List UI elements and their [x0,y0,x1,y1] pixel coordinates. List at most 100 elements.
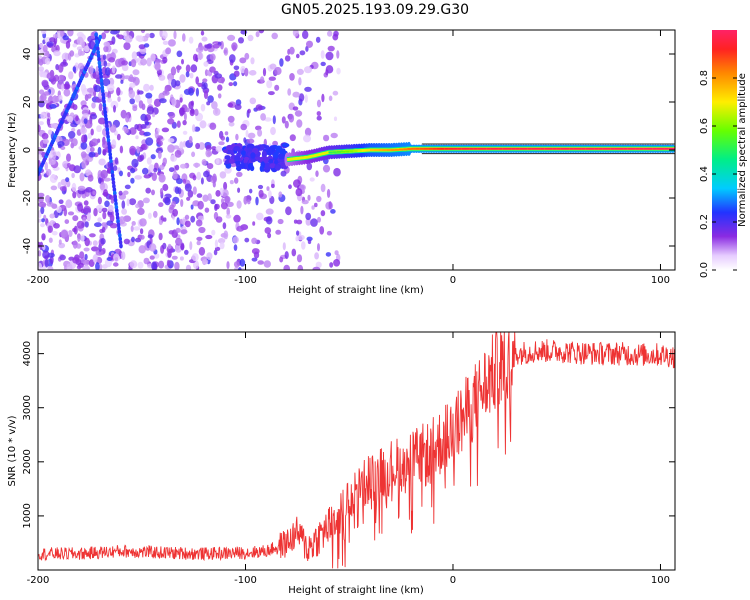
noise-blob [146,57,152,67]
noise-blob [179,74,186,83]
noise-blob [63,207,68,217]
noise-blob [164,86,168,95]
noise-blob [279,256,284,263]
signal-core [635,147,640,150]
noise-blob [264,117,272,122]
snr-plot-area [38,332,675,569]
noise-blob [145,187,151,194]
noise-blob [315,170,319,177]
noise-blob [129,98,135,105]
noise-blob [98,117,106,125]
noise-blob [76,220,85,229]
signal-core [577,147,582,150]
noise-blob [168,78,172,86]
noise-blob [72,227,77,233]
noise-blob [84,237,90,247]
noise-blob [282,242,286,251]
noise-blob [118,216,126,225]
noise-blob [90,128,94,136]
noise-blob [266,186,270,191]
noise-blob [180,163,187,169]
noise-blob [233,81,238,87]
noise-blob [114,257,118,262]
noise-blob [255,104,263,111]
signal-core [602,147,607,150]
noise-blob [134,94,141,103]
noise-blob [90,31,96,39]
noise-blob [279,58,284,67]
noise-blob [219,171,227,179]
noise-blob [135,135,139,140]
noise-blob [191,151,196,158]
noise-blob [268,190,272,199]
noise-blob [245,129,249,138]
noise-blob [180,229,188,235]
noise-blob [97,217,102,223]
noise-blob [124,127,129,134]
noise-blob [83,200,89,206]
noise-blob [104,200,110,208]
noise-blob [239,258,246,267]
noise-blob [202,259,209,265]
noise-blob [45,195,51,203]
noise-blob [158,219,163,226]
noise-blob [98,177,102,184]
noise-blob [226,207,230,217]
signal-core [361,149,366,152]
noise-blob [90,138,99,146]
noise-blob [107,204,114,213]
noise-blob [311,205,315,210]
y-tick-label: 4000 [22,341,33,366]
noise-blob [116,87,121,96]
noise-blob [110,30,119,35]
noise-blob [174,261,180,270]
noise-blob [72,215,79,222]
noise-blob [269,163,276,169]
noise-blob [317,216,321,223]
noise-blob [166,259,171,267]
noise-blob [162,40,169,46]
noise-blob [170,66,177,76]
noise-blob [121,60,128,66]
noise-blob [205,234,213,240]
noise-blob [202,78,208,83]
signal-core [423,147,429,150]
noise-blob [60,229,69,239]
noise-blob [215,145,223,152]
noise-blob [215,158,220,165]
noise-blob [121,208,127,215]
noise-blob [191,253,199,262]
noise-blob [120,79,124,84]
noise-blob [247,199,251,205]
noise-blob [190,100,194,106]
noise-blob [124,184,131,190]
noise-blob [77,62,84,70]
noise-blob [222,149,229,153]
noise-blob [229,54,236,63]
figure-title: GN05.2025.193.09.29.G30 [281,2,469,18]
noise-blob [76,31,84,38]
noise-blob [289,46,295,55]
noise-blob [265,216,273,225]
y-tick-label: 20 [22,96,33,109]
noise-blob [251,248,260,255]
noise-blob [66,115,74,123]
x-tick-label: 0 [450,275,456,286]
noise-blob [52,34,58,39]
noise-blob [159,98,167,104]
noise-blob [83,118,88,124]
noise-blob [91,102,96,109]
noise-blob [268,158,274,164]
signal-core [382,149,387,151]
noise-blob [223,181,228,191]
noise-blob [101,32,107,40]
noise-blob [332,90,339,96]
noise-blob [260,76,265,84]
noise-blob [115,74,123,79]
colorbar-tick-label: 0.8 [699,70,710,86]
noise-blob [76,36,84,46]
noise-blob [202,194,209,202]
signal-core [506,147,512,150]
noise-blob [48,225,53,233]
snr-background [38,332,675,570]
